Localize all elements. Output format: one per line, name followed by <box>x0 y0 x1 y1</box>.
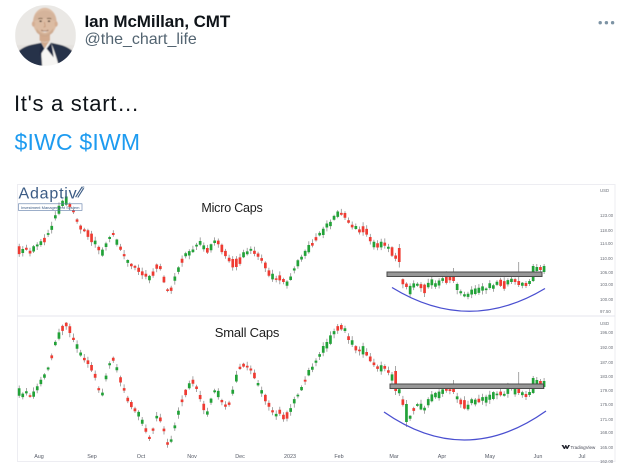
svg-text:Apr: Apr <box>438 454 447 460</box>
svg-text:Micro Caps: Micro Caps <box>201 201 262 215</box>
svg-text:®: ® <box>82 186 85 190</box>
svg-text:USD: USD <box>600 321 609 326</box>
svg-text:175.00: 175.00 <box>600 402 614 407</box>
svg-text:Small Caps: Small Caps <box>215 325 280 340</box>
svg-text:106.00: 106.00 <box>600 270 614 275</box>
svg-text:TradingView: TradingView <box>571 445 597 450</box>
svg-text:Adaptiv: Adaptiv <box>19 186 78 203</box>
svg-text:Dec: Dec <box>235 454 245 460</box>
svg-text:187.00: 187.00 <box>600 360 614 365</box>
svg-text:114.00: 114.00 <box>600 241 613 246</box>
svg-text:171.00: 171.00 <box>600 417 614 422</box>
svg-text:168.00: 168.00 <box>600 430 614 435</box>
svg-text:Jul: Jul <box>579 454 586 460</box>
svg-text:162.00: 162.00 <box>600 459 614 464</box>
svg-text:179.00: 179.00 <box>600 388 614 393</box>
svg-text:Oct: Oct <box>137 454 146 460</box>
svg-text:183.00: 183.00 <box>600 374 614 379</box>
svg-text:118.00: 118.00 <box>600 228 613 233</box>
svg-text:Aug: Aug <box>34 454 44 460</box>
svg-text:100.00: 100.00 <box>600 297 614 302</box>
svg-text:Sep: Sep <box>87 454 97 460</box>
svg-text:May: May <box>485 454 495 460</box>
svg-text:192.00: 192.00 <box>600 345 614 350</box>
svg-text:Feb: Feb <box>334 454 343 460</box>
svg-text:97.50: 97.50 <box>600 309 611 314</box>
svg-text:Mar: Mar <box>389 454 398 460</box>
svg-text:103.00: 103.00 <box>600 282 614 287</box>
svg-text:110.00: 110.00 <box>600 256 613 261</box>
svg-text:Nov: Nov <box>187 454 197 460</box>
svg-text:2023: 2023 <box>284 454 296 460</box>
svg-text:Jun: Jun <box>534 454 543 460</box>
svg-text:196.00: 196.00 <box>600 330 614 335</box>
svg-text:123.00: 123.00 <box>600 213 614 218</box>
svg-text:USD: USD <box>600 188 609 193</box>
svg-text:Investment Management System: Investment Management System <box>21 205 80 210</box>
svg-text:165.00: 165.00 <box>600 445 614 450</box>
